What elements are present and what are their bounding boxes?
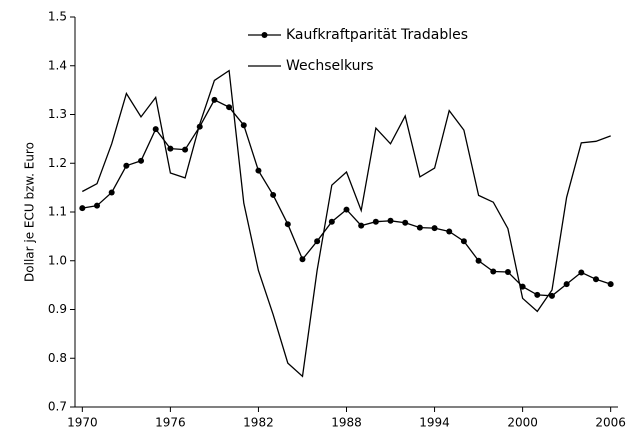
series-line: [81, 69, 611, 378]
y-axis-label: Dollar je ECU bzw. Euro: [23, 142, 37, 282]
point: [563, 281, 570, 288]
point: [94, 202, 101, 209]
point: [255, 167, 262, 174]
y-tick-label: 0.9: [48, 302, 67, 316]
point: [167, 145, 174, 152]
point: [460, 238, 467, 245]
legend-item: Wechselkurs: [248, 58, 374, 74]
point: [431, 225, 438, 232]
y-tick-label: 1.0: [48, 253, 67, 267]
point: [402, 219, 409, 226]
point: [490, 268, 497, 275]
legend-label: Kaufkraftparität Tradables: [286, 27, 468, 43]
point: [299, 256, 306, 263]
y-tick-label: 0.8: [48, 351, 67, 365]
point: [534, 291, 541, 298]
point: [387, 217, 394, 224]
point: [240, 122, 247, 129]
point: [152, 126, 159, 133]
x-tick-label: 1982: [243, 416, 274, 430]
point: [211, 96, 218, 103]
legend-label: Wechselkurs: [286, 58, 374, 74]
x-tick-label: 2006: [595, 416, 626, 430]
point: [284, 221, 291, 228]
y-tick-label: 1.3: [48, 107, 67, 121]
point: [358, 222, 365, 229]
point: [343, 206, 350, 213]
point: [328, 218, 335, 225]
x-tick-label: 1976: [155, 416, 186, 430]
point: [123, 162, 130, 169]
point: [108, 189, 115, 196]
x-tick-label: 1994: [419, 416, 450, 430]
point: [578, 269, 585, 276]
point: [138, 157, 145, 164]
legend-item: Kaufkraftparität Tradables: [248, 27, 468, 43]
point: [607, 281, 614, 288]
point: [226, 104, 233, 111]
point: [79, 205, 86, 212]
y-tick-label: 1.1: [48, 205, 67, 219]
x-tick-label: 1988: [331, 416, 362, 430]
y-tick-label: 0.7: [48, 400, 67, 414]
point: [372, 218, 379, 225]
point: [475, 257, 482, 264]
x-tick-label: 2000: [507, 416, 538, 430]
legend-marker: [261, 32, 268, 38]
point: [270, 191, 277, 198]
y-tick-label: 1.4: [48, 58, 67, 72]
x-tick-label: 1970: [67, 416, 98, 430]
point: [592, 276, 599, 283]
y-tick-label: 1.2: [48, 156, 67, 170]
point: [548, 292, 555, 299]
point: [446, 228, 453, 235]
point: [504, 268, 511, 275]
point: [416, 224, 423, 231]
point: [182, 146, 189, 153]
y-tick-label: 1.5: [48, 10, 67, 24]
point: [314, 238, 321, 245]
